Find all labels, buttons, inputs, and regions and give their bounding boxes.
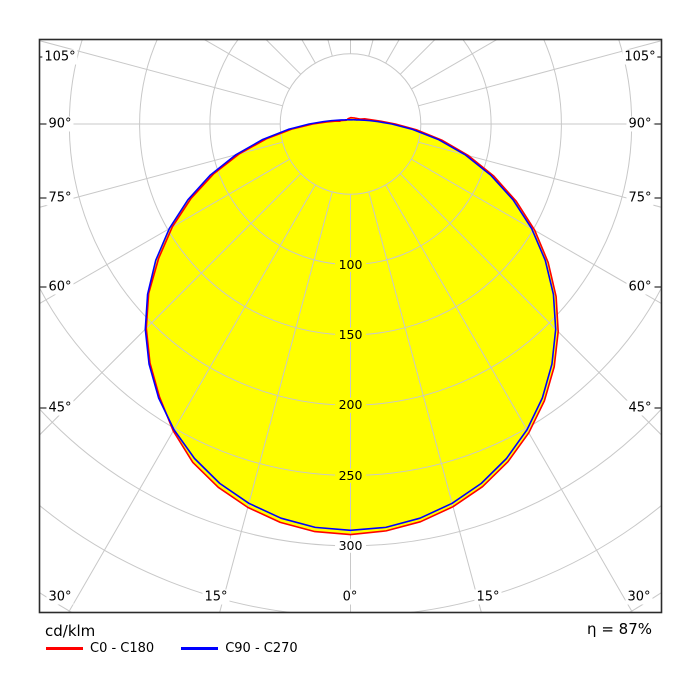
grid-ray: [418, 141, 662, 208]
angle-tick-label-right: 90°: [626, 116, 654, 132]
grid-ray: [39, 173, 302, 436]
grid-ray: [67, 184, 316, 613]
grid-ray: [368, 191, 482, 613]
legend-item: C90 - C270: [181, 641, 298, 656]
angle-tick-label-bottom: 30°: [46, 589, 74, 605]
grid-ray: [368, 39, 374, 57]
angle-tick-label-bottom: 30°: [625, 589, 653, 605]
legend-line-swatch: [181, 647, 219, 650]
angle-tick-label-bottom: 15°: [202, 589, 230, 605]
radial-tick-label: 100: [334, 257, 367, 272]
efficiency-label: η = 87%: [587, 620, 652, 638]
angle-tick-label-right: 75°: [626, 190, 654, 206]
curve-c90-c270: [144, 118, 557, 532]
angle-tick-label-left: 105°: [42, 49, 78, 65]
unit-label: cd/klm: [45, 622, 96, 640]
grid-ray: [219, 191, 333, 613]
grid-ray: [39, 141, 283, 208]
radial-tick-label: 150: [334, 327, 367, 343]
legend-item: C0 - C180: [46, 642, 154, 655]
radial-tick-label: 200: [334, 397, 367, 413]
radial-tick-label: 300: [334, 538, 367, 554]
axis-ticks: [39, 56, 662, 409]
grid-ray: [411, 158, 662, 305]
angle-tick-label-bottom: 15°: [474, 589, 502, 605]
angle-tick-label-left: 45°: [46, 400, 74, 416]
legend-series-label: C0 - C180: [90, 641, 155, 656]
grid-ray: [39, 158, 290, 305]
grid-ray: [418, 40, 662, 107]
grid-ray: [39, 40, 283, 107]
angle-tick-label-right: 60°: [626, 279, 654, 295]
angle-tick-label-right: 105°: [622, 49, 658, 65]
grid-ray: [399, 173, 662, 436]
plot-border: [38, 38, 663, 614]
angle-tick-label-bottom: 0°: [340, 589, 360, 605]
legend-line-swatch: [46, 647, 83, 650]
angle-tick-label-left: 75°: [46, 190, 74, 206]
grid-ray: [385, 184, 634, 613]
legend-series-label: C90 - C270: [225, 641, 298, 656]
grid-ray: [327, 39, 333, 57]
legend: C0 - C180 C90 - C270: [46, 642, 298, 655]
angle-tick-label-left: 60°: [46, 279, 74, 295]
radial-tick-label: 250: [334, 468, 367, 483]
angle-tick-label-left: 90°: [46, 116, 74, 132]
angle-tick-label-right: 45°: [626, 400, 654, 416]
